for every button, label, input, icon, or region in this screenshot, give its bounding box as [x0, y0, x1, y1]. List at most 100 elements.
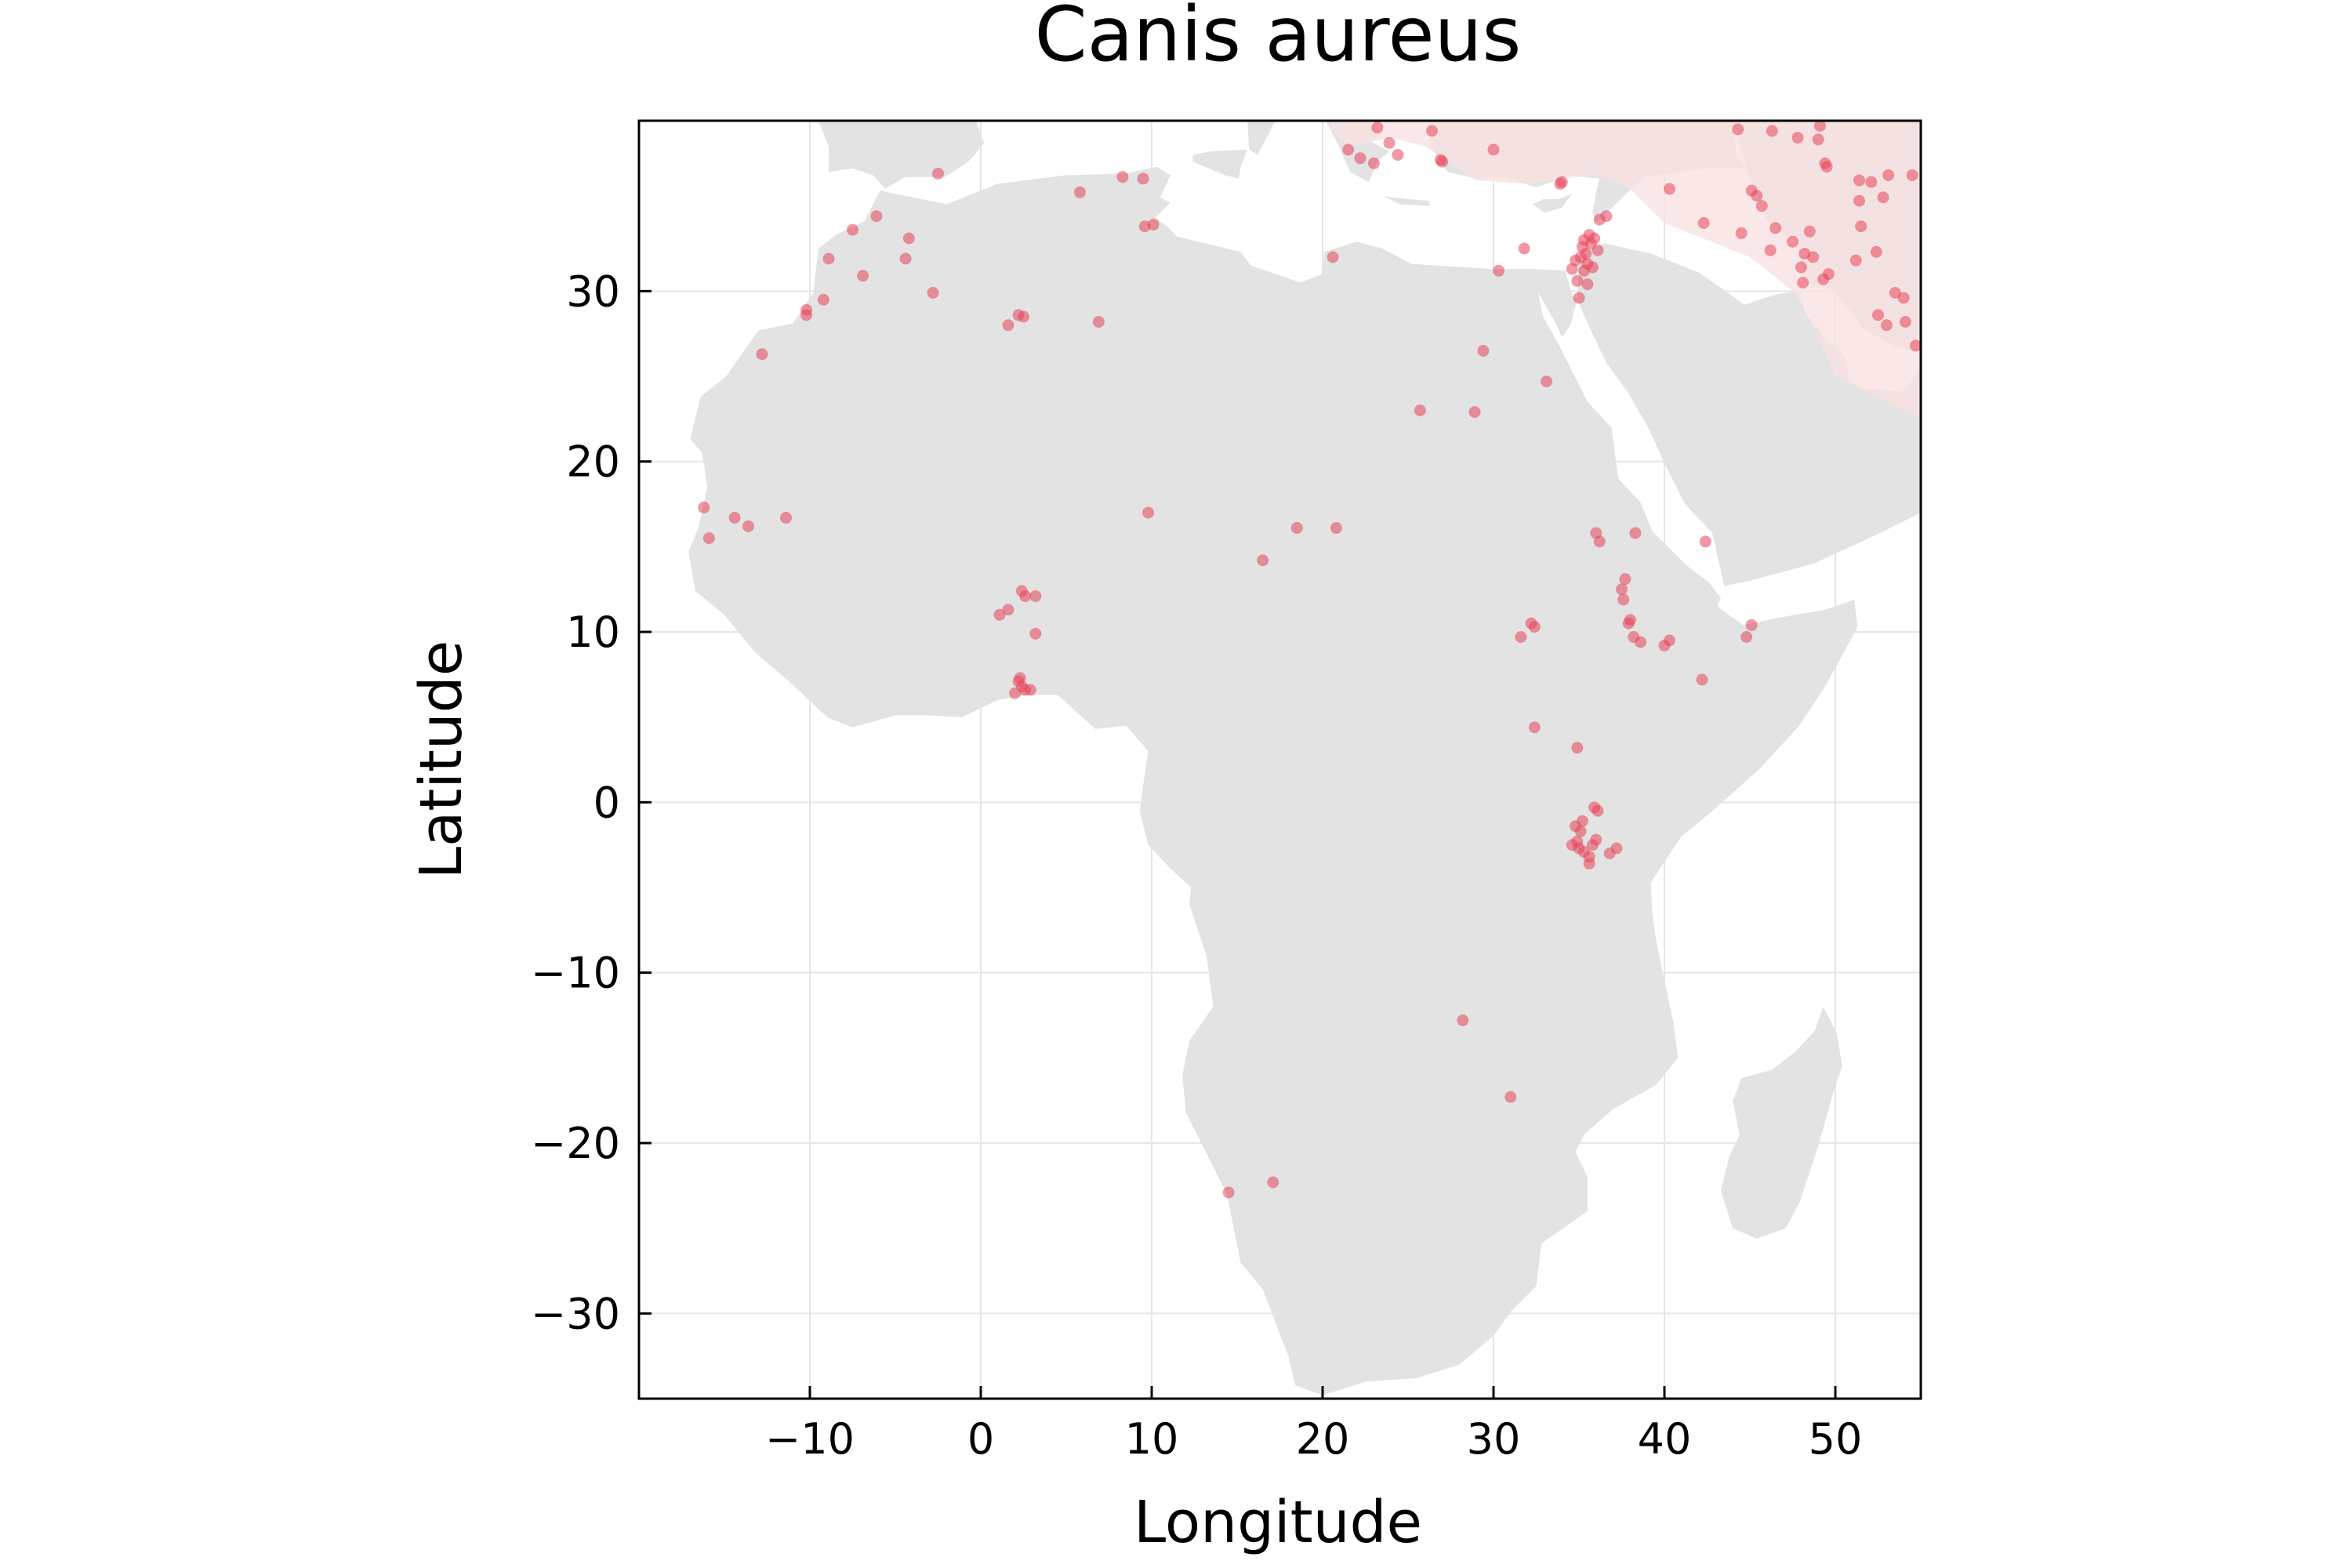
occurrence-point [1383, 136, 1396, 149]
occurrence-point [1504, 1091, 1517, 1103]
occurrence-point [857, 270, 869, 282]
occurrence-point [1791, 132, 1804, 144]
occurrence-point [1766, 125, 1778, 137]
occurrence-point [1002, 319, 1014, 332]
occurrence-point [1807, 251, 1820, 263]
occurrence-point [1367, 157, 1380, 169]
occurrence-points [698, 120, 1922, 1199]
occurrence-point [902, 232, 915, 245]
occurrence-point [1581, 278, 1594, 291]
occurrence-point [1855, 220, 1867, 233]
occurrence-point [1354, 152, 1367, 165]
occurrence-point [847, 223, 858, 236]
occurrence-point [1571, 274, 1584, 287]
occurrence-point [1635, 636, 1646, 648]
occurrence-point [1477, 344, 1490, 357]
land-cyprus [1533, 194, 1573, 213]
occurrence-point [1137, 172, 1149, 185]
y-tick-label: 30 [566, 267, 620, 316]
occurrence-point [1865, 176, 1878, 188]
occurrence-point [1853, 194, 1865, 207]
occurrence-point [1018, 310, 1029, 323]
occurrence-point [1803, 225, 1816, 238]
occurrence-point [1899, 316, 1911, 328]
occurrence-point [1002, 604, 1014, 616]
occurrence-point [1029, 590, 1042, 602]
land-italy [1247, 121, 1275, 155]
occurrence-point [1906, 169, 1918, 181]
occurrence-point [1019, 590, 1032, 602]
occurrence-point [1487, 143, 1500, 156]
occurrence-point [1024, 684, 1036, 696]
occurrence-point [1528, 721, 1541, 734]
x-tick-label: 30 [1467, 1414, 1521, 1464]
occurrence-point [1426, 125, 1438, 137]
occurrence-point [1697, 216, 1710, 229]
occurrence-point [1819, 157, 1831, 169]
occurrence-point [1795, 261, 1807, 274]
occurrence-point [1853, 174, 1865, 187]
occurrence-point [1468, 406, 1481, 419]
occurrence-point [1592, 804, 1604, 817]
occurrence-point [1566, 839, 1578, 851]
occurrence-point [1755, 200, 1768, 212]
occurrence-point [1735, 227, 1748, 239]
occurrence-point [1764, 244, 1777, 256]
occurrence-point [1593, 535, 1606, 548]
species-range [1330, 121, 1921, 419]
occurrence-point [932, 167, 944, 180]
occurrence-point [899, 252, 912, 265]
occurrence-point [1664, 634, 1675, 647]
range-layer [1330, 121, 1921, 419]
occurrence-point [1555, 176, 1568, 188]
occurrence-point [780, 511, 792, 524]
y-tick-label: 10 [566, 608, 620, 657]
occurrence-point [1493, 264, 1504, 277]
occurrence-point [1812, 133, 1824, 146]
occurrence-point [1617, 593, 1630, 606]
occurrence-point [756, 348, 768, 361]
occurrence-point [800, 303, 813, 316]
occurrence-point [1436, 155, 1449, 168]
land-africa [688, 166, 1858, 1396]
occurrence-point [1664, 183, 1675, 195]
occurrence-point [1257, 554, 1269, 567]
occurrence-point [1588, 232, 1601, 245]
occurrence-point [1142, 506, 1155, 519]
occurrence-point [1769, 222, 1782, 234]
occurrence-point [1592, 244, 1604, 256]
occurrence-point [1696, 673, 1708, 686]
occurrence-point [1813, 120, 1826, 132]
occurrence-point [1528, 621, 1541, 633]
occurrence-point [1290, 521, 1303, 534]
occurrence-point [1751, 190, 1763, 202]
occurrence-point [702, 532, 715, 544]
x-axis-ticks: −10 0 10 20 30 40 50 [765, 1386, 1862, 1464]
occurrence-point [1342, 143, 1355, 156]
x-tick-label: 50 [1809, 1414, 1863, 1464]
occurrence-point [1877, 191, 1889, 204]
occurrence-point [817, 293, 829, 306]
occurrence-point [993, 608, 1006, 621]
occurrence-point [1330, 521, 1342, 534]
occurrence-point [1849, 254, 1862, 267]
occurrence-point [1574, 825, 1587, 837]
occurrence-point [1518, 242, 1530, 255]
x-axis-label: Longitude [1134, 1489, 1422, 1556]
occurrence-point [1882, 169, 1895, 181]
y-axis-label: Latitude [408, 641, 475, 880]
occurrence-point [1740, 631, 1753, 643]
occurrence-point [1699, 535, 1711, 548]
occurrence-point [1619, 573, 1632, 586]
occurrence-point [1371, 122, 1384, 134]
land-sicily [1192, 149, 1248, 179]
occurrence-point [728, 511, 741, 524]
occurrence-point [1327, 251, 1339, 263]
chart-title: Canis aureus [1035, 0, 1522, 78]
y-tick-label: 0 [593, 778, 620, 827]
occurrence-point [1610, 842, 1623, 855]
occurrence-point [1029, 627, 1042, 640]
land-madagascar [1720, 1007, 1842, 1239]
occurrence-point [1745, 619, 1758, 631]
occurrence-point [1392, 149, 1404, 161]
